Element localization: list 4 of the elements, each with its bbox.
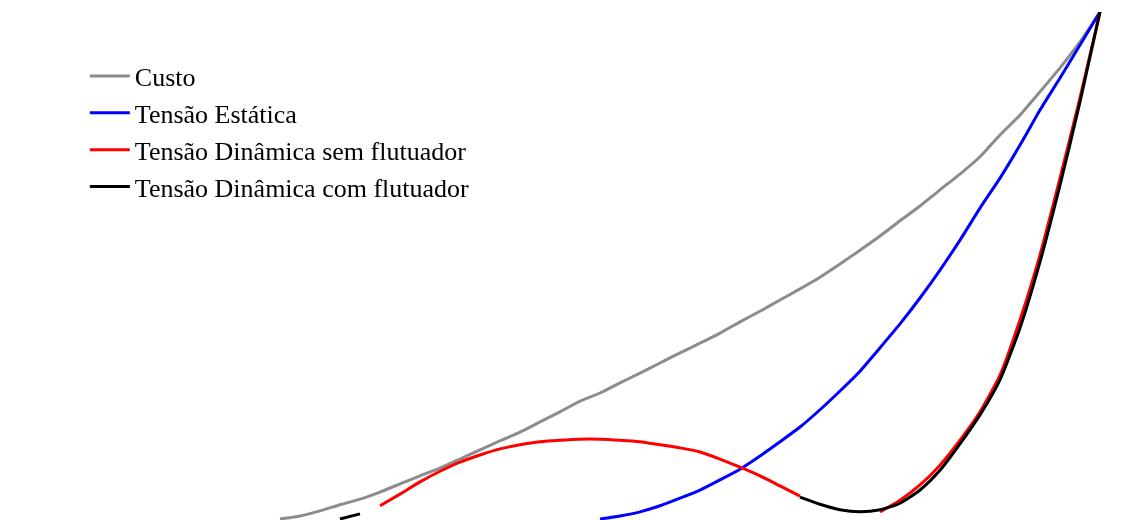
legend-label: Tensão Dinâmica com flutuador [134,173,470,203]
legend-label: Tensão Estática [134,99,298,129]
legend-label: Custo [134,63,196,93]
legend-label: Tensão Dinâmica sem flutuador [134,136,467,166]
